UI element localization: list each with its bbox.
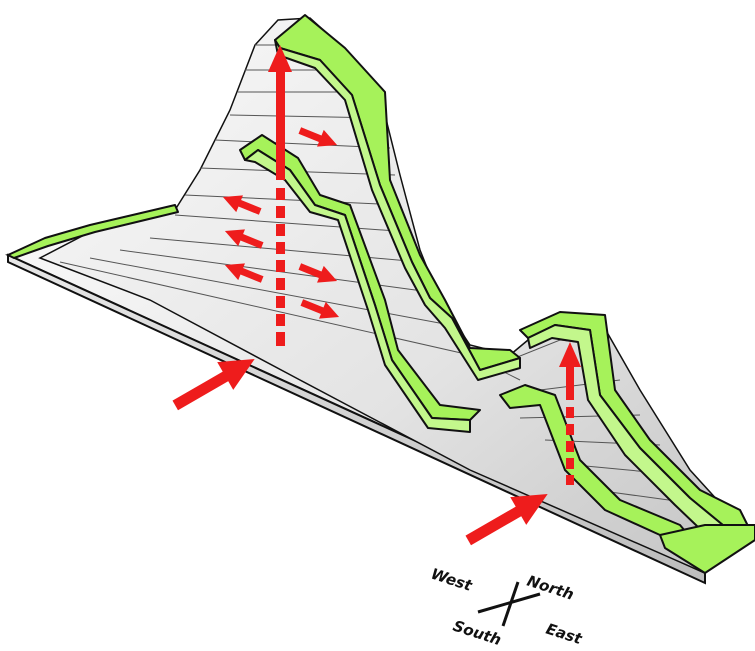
secondary-uplift-arrow-shaft: [566, 365, 574, 400]
inner-ridge-side: [244, 149, 471, 433]
lateral-arrow-low-right-2: [300, 299, 340, 319]
compass-north-label: North: [525, 572, 576, 604]
main-uplift-arrow-shaft: [276, 70, 285, 180]
lateral-arrow-low-right: [298, 263, 338, 283]
main-uplift-arrow-head: [268, 45, 292, 72]
ridge-surfaces: [7, 14, 755, 574]
secondary-uplift-arrow-dashes: [566, 407, 574, 485]
compass-icon: West North South East: [429, 565, 585, 649]
main-uplift-arrow-dashes: [276, 188, 285, 346]
push-arrow-right: [465, 494, 548, 546]
compass-south-label: South: [451, 617, 504, 649]
push-arrow-left: [172, 359, 255, 411]
compass-west-label: West: [429, 565, 475, 595]
compass-east-label: East: [544, 620, 585, 649]
lateral-arrow-upper-right: [298, 127, 338, 147]
main-ridge-side: [274, 39, 521, 381]
secondary-uplift-arrow-head: [559, 342, 581, 367]
left-flank-ridge: [7, 204, 179, 259]
lateral-arrow-mid-left: [222, 195, 262, 215]
right-front-cap: [659, 524, 755, 574]
main-mountain-wall: [38, 17, 741, 574]
lateral-arrow-mid-left-2: [224, 229, 264, 249]
force-arrows: [172, 45, 581, 546]
main-mountain-terraces: [38, 17, 741, 574]
lateral-arrow-low-left: [224, 263, 264, 283]
